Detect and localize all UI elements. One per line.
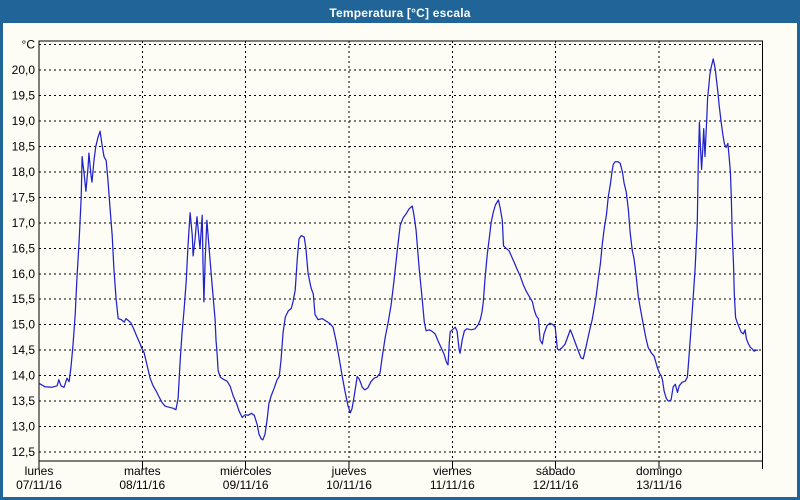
day-date-label: 09/11/16	[223, 478, 269, 492]
y-axis-label: 13,5	[12, 394, 36, 408]
y-axis-label: 16,0	[12, 267, 36, 281]
y-axis-label: 19,5	[12, 89, 36, 103]
day-date-label: 13/11/16	[636, 478, 682, 492]
day-name-label: sábado	[536, 464, 576, 478]
chart-svg: 20,0 19,5 19,0 18,5 18,0 17,5 17,0 16,5 16,0 15,5…	[12, 38, 763, 492]
day-name-label: martes	[124, 464, 161, 478]
plot-frame	[38, 40, 763, 462]
day-name-label: jueves	[331, 464, 367, 478]
day-date-label: 08/11/16	[119, 478, 165, 492]
y-axis-label: 13,0	[12, 420, 36, 434]
day-name-label: viernes	[433, 464, 472, 478]
y-axis-label: 20,0	[12, 63, 36, 77]
y-axis-label: 15,0	[12, 318, 36, 332]
y-axis-label: 19,0	[12, 114, 36, 128]
day-date-label: 11/11/16	[430, 478, 475, 492]
day-date-label: 12/11/16	[533, 478, 579, 492]
day-date-label: 07/11/16	[16, 478, 62, 492]
y-axis-label: 16,5	[12, 241, 36, 255]
y-axis-label: 17,5	[12, 190, 36, 204]
y-axis-label: 15,5	[12, 292, 36, 306]
y-axis-label: 14,0	[12, 369, 36, 383]
y-axis-label: 14,5	[12, 343, 36, 357]
day-name-label: domingo	[636, 464, 682, 478]
day-name-label: miércoles	[220, 464, 271, 478]
y-axis-label: 18,0	[12, 165, 36, 179]
day-date-label: 10/11/16	[326, 478, 372, 492]
y-axis-label: 17,0	[12, 216, 36, 230]
temperature-chart: 20,0 19,5 19,0 18,5 18,0 17,5 17,0 16,5 16,0 15,5…	[3, 23, 797, 497]
y-axis-label: 18,5	[12, 140, 36, 154]
window-title: Temperatura [°C] escala	[329, 6, 471, 20]
temperature-line	[38, 58, 758, 441]
y-axis-label: 12,5	[12, 445, 36, 459]
day-name-label: lunes	[25, 464, 54, 478]
y-axis-unit-label: °C	[22, 38, 36, 52]
window-title-bar: Temperatura [°C] escala	[3, 3, 797, 23]
